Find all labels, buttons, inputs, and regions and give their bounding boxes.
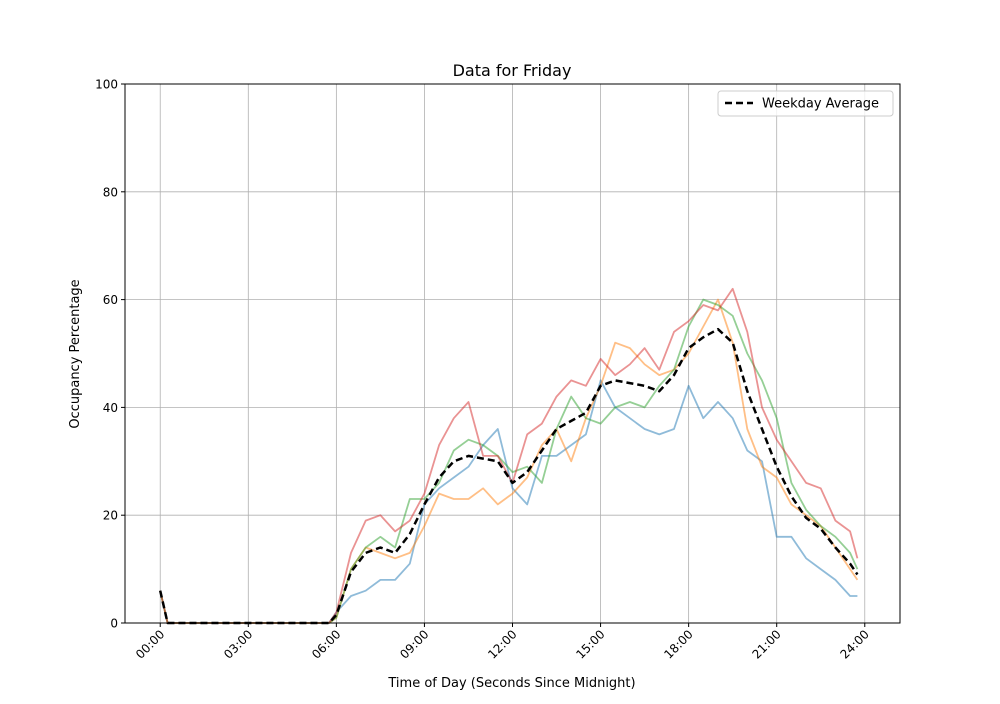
series-line-4	[159, 287, 859, 624]
x-tick-label: 12:00	[485, 627, 519, 661]
x-tick-label: 21:00	[749, 627, 783, 661]
y-tick-label: 100	[95, 78, 118, 92]
x-tick-label: 09:00	[397, 627, 431, 661]
legend-box	[717, 90, 894, 117]
y-axis-label: Occupancy Percentage	[68, 279, 83, 428]
y-tick-label: 0	[110, 617, 118, 631]
series-line-3	[159, 298, 859, 624]
y-tick-label: 20	[103, 509, 118, 523]
x-tick-label: 15:00	[573, 627, 607, 661]
series-line-1	[159, 379, 858, 624]
x-tick-label: 06:00	[309, 627, 343, 661]
x-tick-label: 18:00	[661, 627, 695, 661]
y-tick-label: 80	[103, 185, 118, 199]
x-axis-label: Time of Day (Seconds Since Midnight)	[387, 676, 635, 691]
y-tick-label: 40	[103, 401, 118, 415]
series-lines	[158, 287, 859, 625]
x-tick-label: 24:00	[838, 627, 872, 661]
x-tick-label: 00:00	[133, 627, 167, 661]
legend: Weekday Average	[717, 90, 894, 117]
series-weekday-average	[158, 327, 859, 625]
chart-title: Data for Friday	[453, 61, 572, 80]
grid	[125, 83, 900, 624]
legend-label: Weekday Average	[762, 97, 879, 112]
y-tick-label: 60	[103, 293, 118, 307]
series-line-2	[159, 298, 859, 624]
x-tick-label: 03:00	[221, 627, 255, 661]
